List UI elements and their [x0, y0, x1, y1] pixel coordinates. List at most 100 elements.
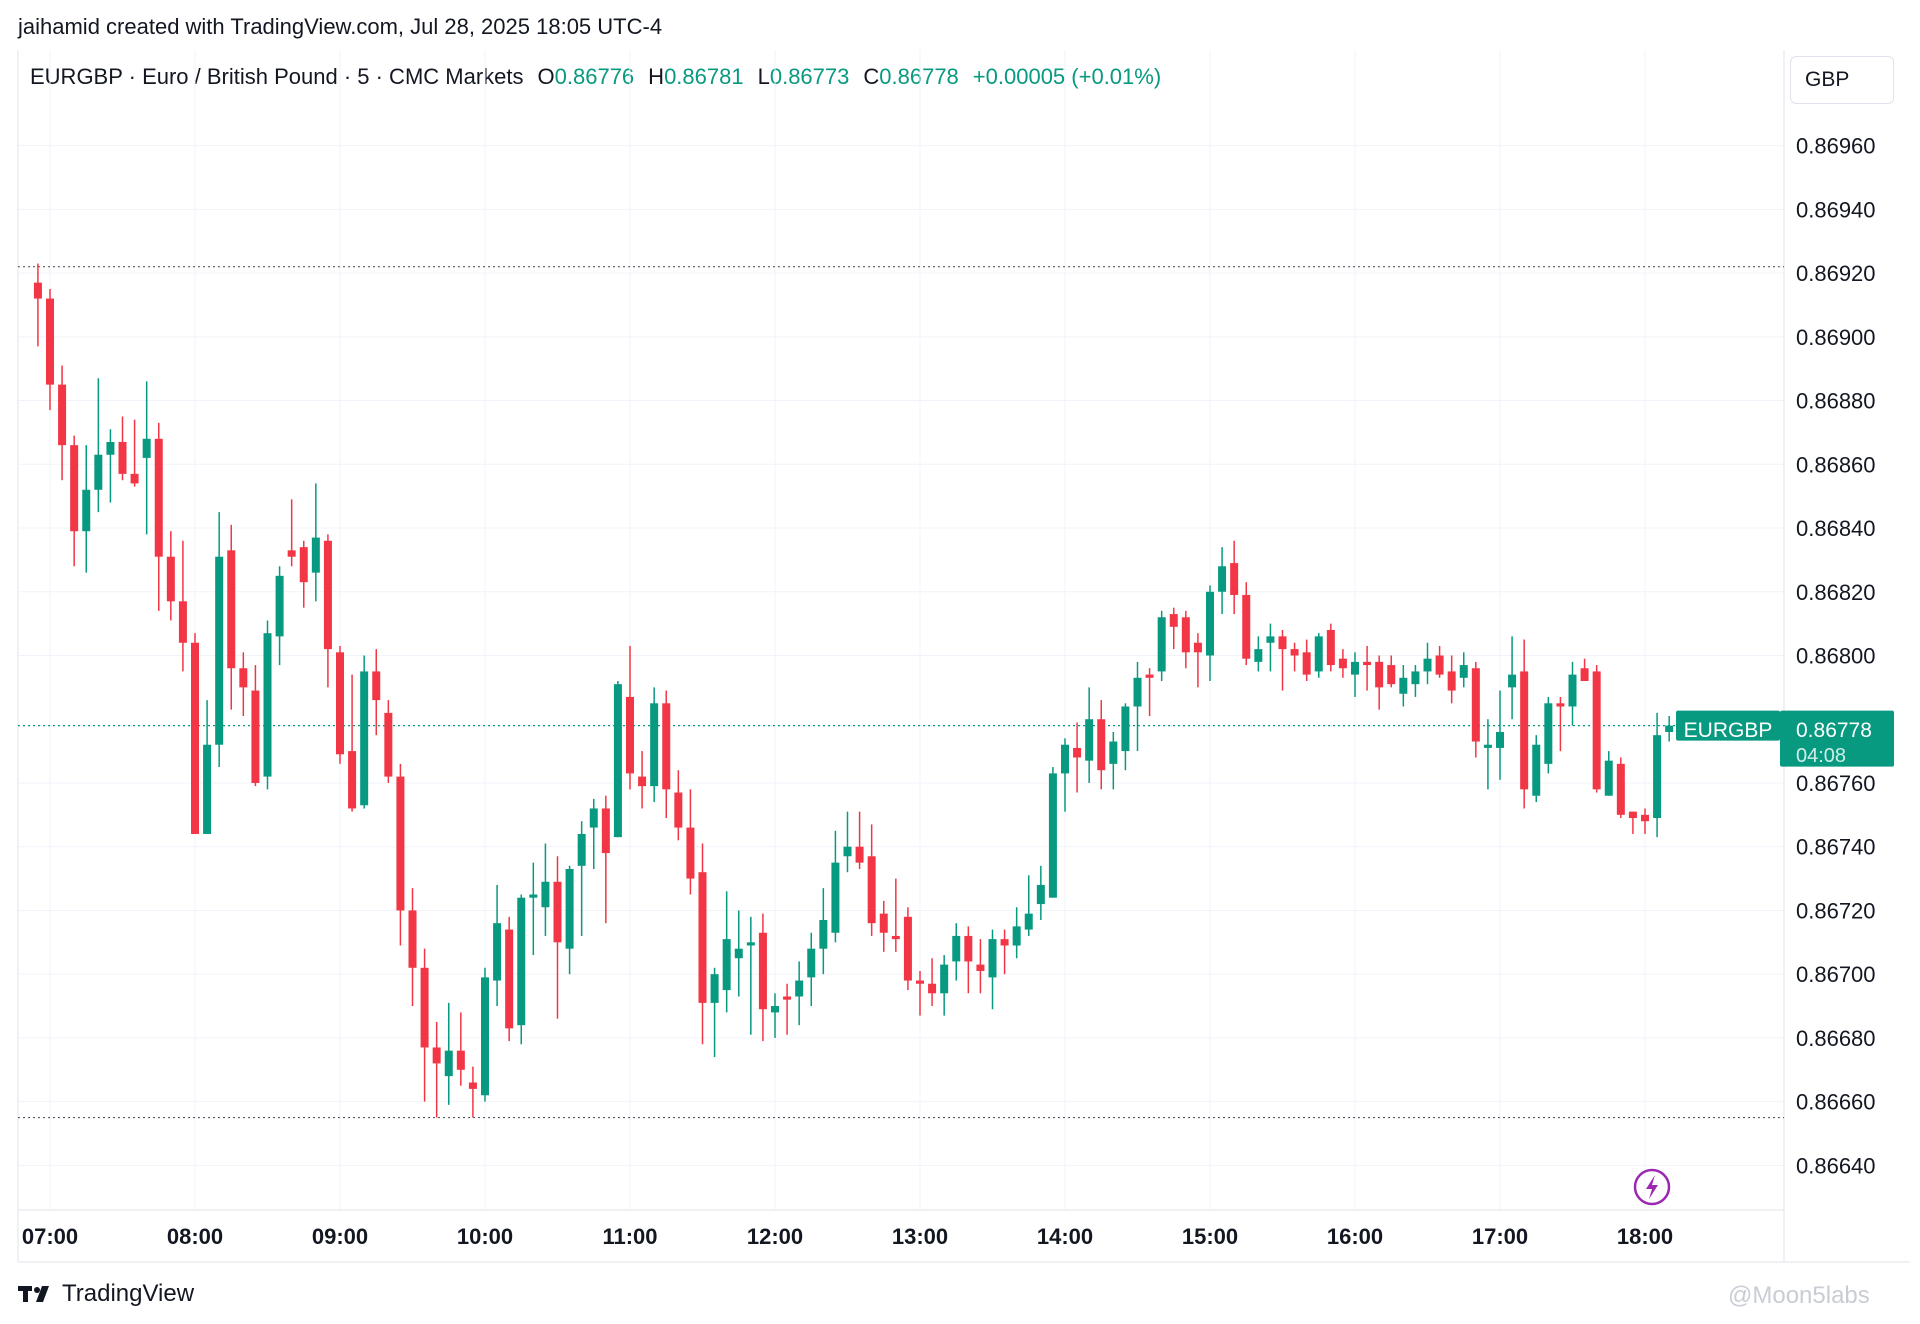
candle-body	[1169, 614, 1178, 627]
symbol-info-bar: EURGBP · Euro / British Pound · 5 · CMC …	[30, 64, 1161, 90]
price-axis: 0.86960 0.86940 0.86920 0.86900 0.86880 0.868…	[1796, 134, 1876, 1179]
candle	[698, 843, 707, 1045]
tradingview-brand[interactable]: TradingView	[18, 1280, 194, 1308]
candle-body	[879, 913, 888, 933]
candle	[106, 429, 115, 503]
candle-body	[227, 550, 236, 669]
currency-button[interactable]: GBP	[1790, 56, 1894, 104]
candle	[1641, 808, 1649, 834]
candle	[456, 1012, 465, 1086]
symbol-description[interactable]: EURGBP · Euro / British Pound · 5 · CMC …	[30, 64, 524, 89]
candle-body	[1665, 725, 1674, 732]
candle-body	[674, 792, 683, 828]
candle-body	[722, 939, 731, 991]
candle	[215, 512, 224, 768]
price-tick-label: 0.86920	[1796, 261, 1876, 286]
high-value: 0.86781	[664, 64, 744, 89]
candle-body	[166, 556, 175, 602]
candle	[1580, 658, 1589, 681]
candle-body	[1641, 814, 1649, 822]
candle-body	[1242, 594, 1251, 659]
candle	[795, 961, 804, 1026]
candle-body	[1471, 668, 1480, 742]
candle-body	[916, 980, 924, 984]
time-axis: 07:00 08:00 09:00 10:00 11:00 12:00 13:00 14:00…	[22, 1224, 1673, 1249]
candle-body	[33, 282, 42, 299]
candle	[1314, 633, 1323, 678]
price-tick-label: 0.86740	[1796, 835, 1876, 860]
candle	[916, 970, 924, 1016]
candle-body	[1435, 655, 1444, 675]
candle-body	[323, 540, 332, 650]
candle-body	[456, 1050, 465, 1070]
candle	[928, 958, 937, 1007]
candle-body	[1314, 636, 1323, 672]
brand-name: TradingView	[62, 1280, 195, 1307]
candle-body	[94, 454, 103, 490]
price-tick-label: 0.86860	[1796, 452, 1876, 477]
time-tick-label: 11:00	[602, 1224, 657, 1249]
candle	[1532, 735, 1541, 803]
candle-body	[1024, 913, 1033, 930]
last-price-marker: EURGBP 0.86778 04:08	[1676, 710, 1894, 767]
candle	[154, 422, 163, 611]
candle-body	[348, 751, 357, 809]
candle	[903, 907, 912, 991]
candle	[626, 645, 634, 790]
candle	[1278, 630, 1287, 691]
candle	[831, 830, 840, 943]
candle	[758, 913, 767, 1042]
candle	[1012, 907, 1021, 959]
candle-body	[1085, 719, 1094, 761]
candle	[1193, 633, 1202, 688]
last-price-symbol-tag	[1676, 710, 1780, 741]
candle-body	[408, 910, 417, 968]
candle-body	[746, 942, 755, 946]
candle	[505, 916, 514, 1042]
lightning-icon[interactable]	[1633, 1168, 1671, 1206]
candle	[1242, 582, 1251, 666]
reference-levels	[18, 266, 1784, 1119]
candle	[1036, 865, 1045, 920]
candle-body	[1532, 744, 1541, 796]
candle-body	[1592, 671, 1601, 790]
candle	[1121, 703, 1130, 771]
candle	[166, 531, 175, 621]
price-tick-label: 0.86660	[1796, 1090, 1876, 1115]
candle	[1181, 610, 1190, 669]
candle	[142, 381, 151, 535]
candles	[33, 263, 1674, 1118]
candle	[1653, 712, 1662, 838]
candle	[1399, 665, 1408, 707]
candle-body	[1097, 719, 1106, 771]
candle	[1459, 652, 1468, 688]
candle	[239, 652, 248, 717]
candle-body	[650, 703, 659, 787]
candle-body	[1193, 642, 1202, 653]
candle	[1061, 738, 1069, 812]
candle-body	[468, 1082, 477, 1089]
candle-body	[1073, 747, 1082, 758]
candle-body	[311, 537, 320, 573]
candle-body	[976, 964, 985, 971]
price-tick-label: 0.86840	[1796, 516, 1876, 541]
candle-body	[758, 932, 767, 1010]
candle-body	[299, 547, 308, 583]
candle	[722, 891, 731, 1013]
time-tick-label: 07:00	[22, 1224, 78, 1249]
candle	[130, 419, 139, 487]
candle	[372, 649, 381, 736]
candle-body	[1121, 706, 1130, 752]
candle	[420, 948, 429, 1102]
grid-lines	[18, 50, 1784, 1210]
candle-body	[1254, 649, 1263, 662]
candle	[191, 633, 199, 834]
candle-body	[903, 916, 912, 981]
candle	[323, 534, 332, 688]
candle-body	[46, 298, 54, 385]
candle-body	[82, 489, 91, 532]
candle	[444, 1002, 453, 1105]
candle-body	[481, 977, 489, 1096]
candle	[1423, 642, 1432, 685]
